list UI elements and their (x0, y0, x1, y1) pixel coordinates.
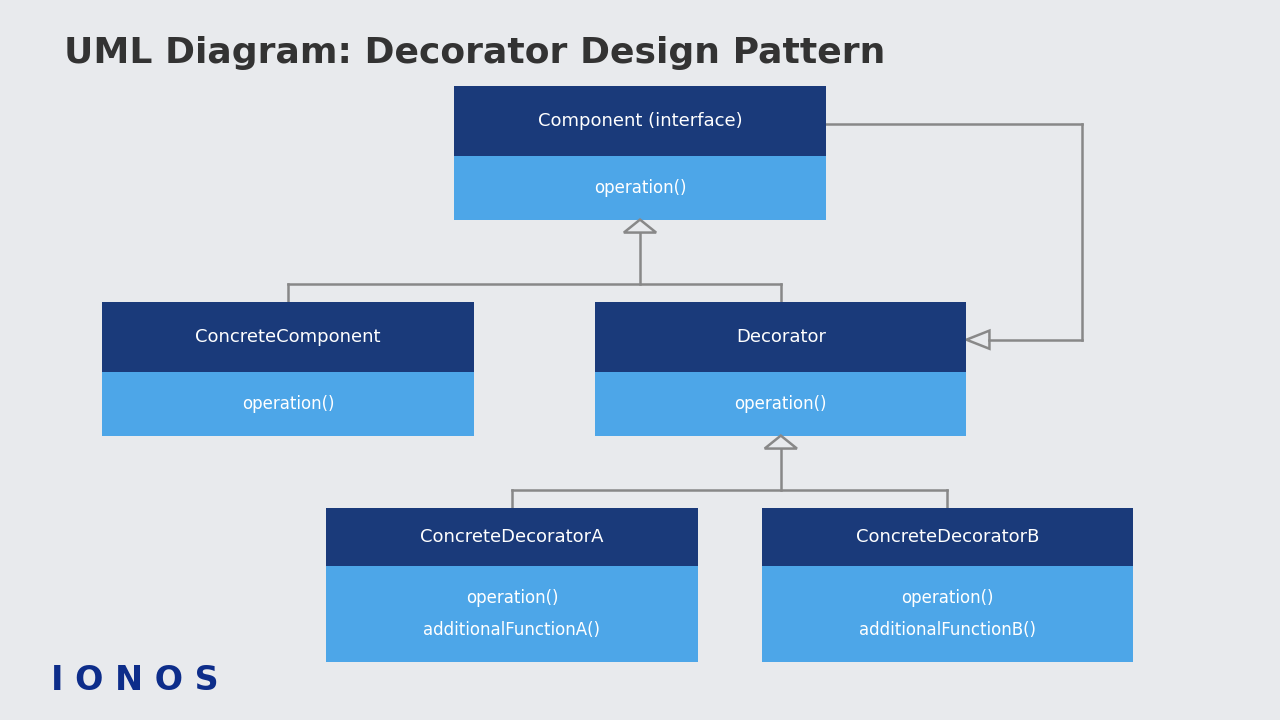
Text: operation(): operation() (242, 395, 334, 413)
Text: operation(): operation() (735, 395, 827, 413)
Text: operation(): operation() (594, 179, 686, 197)
Polygon shape (454, 156, 826, 220)
Polygon shape (762, 508, 1133, 567)
Text: operation(): operation() (466, 590, 558, 608)
Text: operation(): operation() (901, 590, 993, 608)
Polygon shape (595, 302, 966, 372)
Text: ConcreteDecoratorB: ConcreteDecoratorB (855, 528, 1039, 546)
Text: I O N O S: I O N O S (51, 664, 219, 697)
Polygon shape (454, 86, 826, 156)
Text: additionalFunctionA(): additionalFunctionA() (424, 621, 600, 639)
Polygon shape (102, 302, 474, 372)
Polygon shape (326, 567, 698, 662)
Text: additionalFunctionB(): additionalFunctionB() (859, 621, 1036, 639)
Polygon shape (595, 372, 966, 436)
Text: ConcreteDecoratorA: ConcreteDecoratorA (420, 528, 604, 546)
Polygon shape (762, 567, 1133, 662)
Text: UML Diagram: Decorator Design Pattern: UML Diagram: Decorator Design Pattern (64, 36, 886, 70)
Text: Component (interface): Component (interface) (538, 112, 742, 130)
Polygon shape (326, 508, 698, 567)
Text: Decorator: Decorator (736, 328, 826, 346)
Text: ConcreteComponent: ConcreteComponent (196, 328, 380, 346)
Polygon shape (102, 372, 474, 436)
